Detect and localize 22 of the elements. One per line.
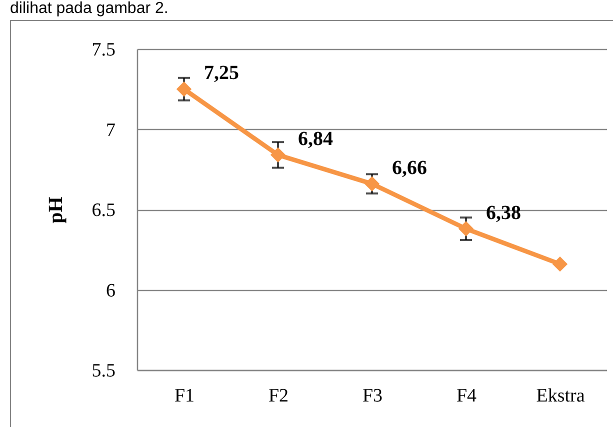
y-tick-label: 5.5 (92, 360, 116, 382)
data-label: 6,66 (392, 156, 427, 179)
data-label: 6,38 (486, 202, 521, 224)
chart-frame: F1 F2 F3 F4 Ekstra 5.5 6 6.5 7 7.5 pH 7,25 6,84 6,66 6,38 (10, 20, 613, 427)
data-label: 6,84 (298, 128, 333, 150)
text: dilihat pada gambar 2. (10, 0, 168, 18)
point (270, 147, 286, 163)
x-tick-label: Ekstra (536, 386, 586, 406)
y-axis-title: pH (44, 196, 67, 224)
point (552, 256, 568, 272)
x-tick-label: F3 (362, 386, 383, 406)
y-tick-label: 6 (106, 280, 116, 302)
point (458, 221, 474, 236)
y-tick-label: 7.5 (92, 40, 116, 60)
point (364, 176, 380, 192)
x-tick-label: F1 (174, 386, 195, 406)
data-label: 7,25 (204, 62, 239, 84)
point (176, 82, 192, 97)
x-tick-label: F4 (456, 386, 478, 406)
x-tick-label: F2 (268, 386, 289, 406)
y-tick-label: 7 (106, 120, 116, 141)
y-tick-label: 6.5 (92, 200, 116, 221)
